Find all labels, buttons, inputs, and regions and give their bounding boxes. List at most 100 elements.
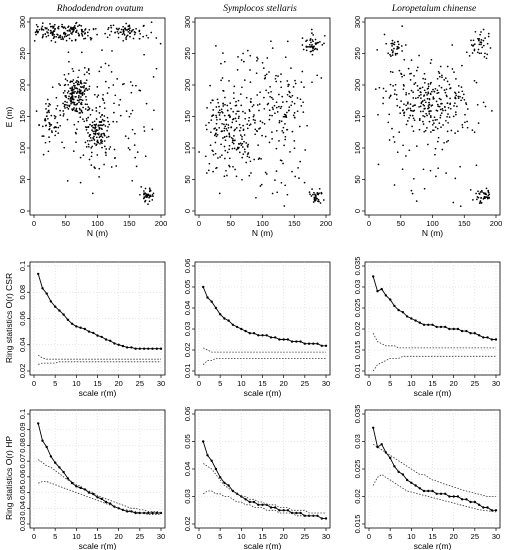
tree-point <box>75 21 78 24</box>
tree-point <box>216 118 218 121</box>
observed-point <box>482 336 485 339</box>
tree-point <box>99 105 101 108</box>
tree-point <box>86 71 88 73</box>
x-tick-label: 25 <box>136 379 144 388</box>
tree-point <box>236 147 239 150</box>
tree-point <box>383 33 386 36</box>
tree-point <box>148 196 150 199</box>
tree-point <box>143 24 145 27</box>
tree-point <box>139 193 141 196</box>
tree-point <box>226 104 229 107</box>
tree-point <box>45 115 48 118</box>
tree-point <box>66 118 69 121</box>
observed-point <box>269 506 273 509</box>
tree-point <box>271 114 273 117</box>
tree-point <box>385 42 388 45</box>
tree-point <box>382 97 385 99</box>
x-tick-label: 15 <box>428 532 436 541</box>
tree-point <box>87 68 90 70</box>
tree-point <box>81 99 84 102</box>
tree-point <box>73 123 76 126</box>
y-tick-label: 0.025 <box>353 460 362 479</box>
observed-point <box>418 321 421 324</box>
observed-point <box>410 317 413 320</box>
tree-point <box>254 133 257 136</box>
observed-point <box>393 465 396 468</box>
tree-point <box>105 152 107 154</box>
observed-point <box>147 347 150 350</box>
tree-point <box>70 97 73 99</box>
tree-point <box>449 102 452 105</box>
tree-point <box>211 115 213 117</box>
tree-point <box>436 127 439 130</box>
tree-point <box>228 148 231 151</box>
tree-point <box>478 52 481 55</box>
tree-point <box>409 114 412 117</box>
tree-point <box>50 123 53 126</box>
observed-point <box>295 340 298 343</box>
tree-point <box>405 123 408 126</box>
y-tick-label: 200 <box>353 79 362 92</box>
tree-point <box>215 129 218 132</box>
tree-point <box>476 103 479 106</box>
tree-point <box>417 89 419 92</box>
tree-point <box>432 96 435 98</box>
tree-point <box>444 109 447 112</box>
x-tick-label: 200 <box>490 219 503 228</box>
tree-point <box>226 151 229 154</box>
tree-point <box>289 96 292 99</box>
tree-point <box>461 64 463 67</box>
observed-point <box>439 492 443 495</box>
observed-point <box>269 336 273 339</box>
observed-point <box>405 315 409 318</box>
tree-point <box>489 47 492 49</box>
y-tick-label: 250 <box>183 47 192 60</box>
tree-point <box>443 141 445 144</box>
tree-point <box>223 114 226 117</box>
tree-point <box>77 81 80 83</box>
tree-point <box>125 35 128 38</box>
tree-point <box>117 32 120 35</box>
tree-point <box>84 141 87 144</box>
tree-point <box>51 25 54 28</box>
tree-point <box>75 107 78 110</box>
tree-point <box>450 129 453 132</box>
tree-point <box>133 33 136 36</box>
tree-point <box>447 113 449 115</box>
tree-point <box>96 96 99 98</box>
tree-point <box>423 94 426 97</box>
tree-point <box>221 111 224 114</box>
tree-point <box>483 55 486 58</box>
observed-point <box>286 338 290 341</box>
tree-point <box>437 91 440 94</box>
tree-point <box>222 105 225 107</box>
tree-point <box>143 190 145 192</box>
tree-point <box>64 83 67 86</box>
tree-point <box>477 48 480 51</box>
tree-point <box>68 60 70 63</box>
x-tick-label: 150 <box>123 219 136 228</box>
tree-point <box>255 72 258 75</box>
tree-point <box>389 70 392 73</box>
tree-point <box>428 110 430 113</box>
tree-point <box>217 157 219 159</box>
tree-point <box>319 202 322 204</box>
tree-point <box>124 27 127 30</box>
envelope-upper-line <box>37 459 162 514</box>
tree-point <box>107 120 109 123</box>
tree-point <box>153 109 155 112</box>
observed-point <box>460 329 464 333</box>
tree-point <box>233 85 236 88</box>
tree-point <box>79 90 82 93</box>
tree-point <box>237 117 240 120</box>
tree-point <box>302 48 305 51</box>
tree-point <box>461 97 464 99</box>
tree-point <box>487 194 490 197</box>
tree-point <box>36 25 39 28</box>
tree-point <box>240 144 243 146</box>
tree-point <box>48 140 51 143</box>
observed-point <box>473 332 476 335</box>
tree-point <box>269 114 271 117</box>
y-tick-label: 0.03 <box>183 489 192 504</box>
tree-point <box>45 27 47 30</box>
